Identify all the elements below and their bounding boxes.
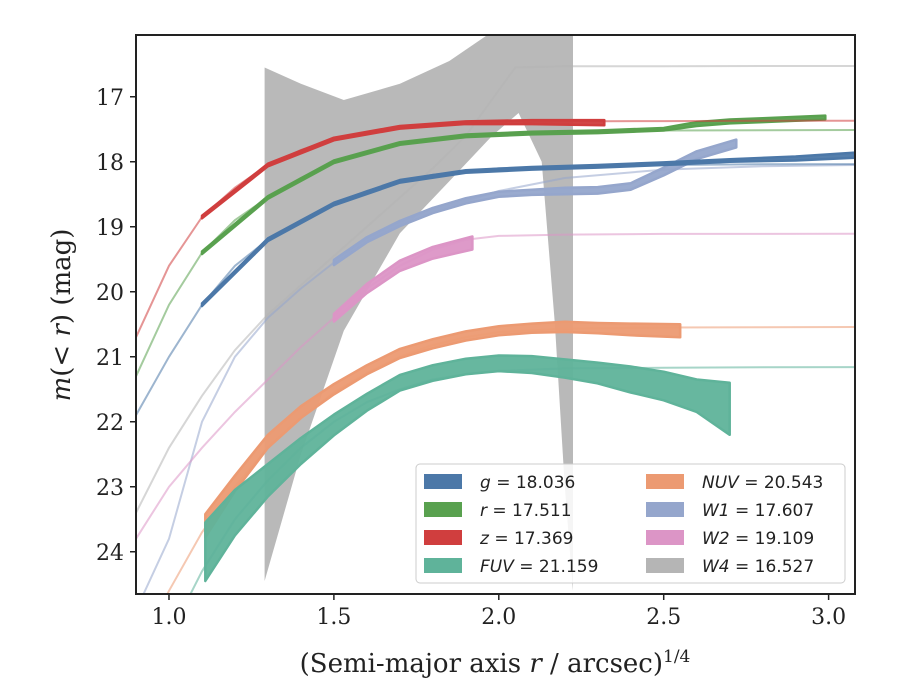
band-r [200,114,827,256]
legend-swatch-w4 [646,558,684,573]
legend-swatch-w2 [646,530,684,545]
legend-label-nuv: NUV = 20.543 [702,473,823,493]
x-axis-label: (Semi-major axis r / arcsec)1/4 [300,647,691,679]
band-w2 [332,235,474,323]
y-axis: 17 18 19 20 21 22 23 24 [96,86,136,566]
y-tick-label: 22 [96,411,124,436]
legend-frame [415,463,846,584]
model-line-w1 [142,164,855,594]
band-w1 [332,138,738,267]
x-axis: 1.0 1.5 2.0 2.5 3.0 [151,594,846,630]
plot-frame [135,34,856,595]
legend-swatch-w1 [646,502,684,517]
x-tick-label: 2.5 [646,605,681,630]
model-line-g [136,163,855,416]
y-tick-label: 24 [96,541,124,566]
model-line-z [136,119,855,338]
model-line-w2 [136,232,855,540]
y-tick-label: 20 [96,281,124,306]
model-line-w4 [136,65,855,514]
y-tick-label: 21 [96,346,124,371]
plot-area [136,35,855,594]
legend-swatch-fuv [424,558,462,573]
band-w4 [264,35,573,591]
legend-label-z: z = 17.369 [479,529,573,549]
x-tick-label: 3.0 [811,605,846,630]
legend-label-fuv: FUV = 21.159 [480,557,598,577]
legend-swatch-nuv [646,474,684,489]
legend-swatch-g [424,474,462,489]
legend-label-g: g = 18.036 [480,473,575,493]
x-tick-label: 1.0 [151,605,186,630]
legend-swatch-r [424,502,462,517]
x-tick-label: 2.0 [481,605,516,630]
x-tick-label: 1.5 [316,605,351,630]
legend-swatch-z [424,530,462,545]
legend-label-w1: W1 = 17.607 [702,501,814,521]
band-fuv [204,354,731,583]
y-tick-label: 17 [96,86,124,111]
legend-label-w2: W2 = 19.109 [702,529,814,549]
model-line-fuv [189,366,855,594]
band-nuv [204,320,682,539]
legend: g = 18.036 r = 17.511 z = 17.369 FUV = 21.1… [415,463,846,584]
y-axis-label: m(< r) (mag) [47,229,77,402]
y-tick-label: 23 [96,476,124,501]
y-tick-label: 19 [96,216,124,241]
y-tick-label: 18 [96,151,124,176]
legend-label-r: r = 17.511 [480,501,572,521]
model-line-r [136,129,855,377]
legend-label-w4: W4 = 16.527 [702,557,814,577]
